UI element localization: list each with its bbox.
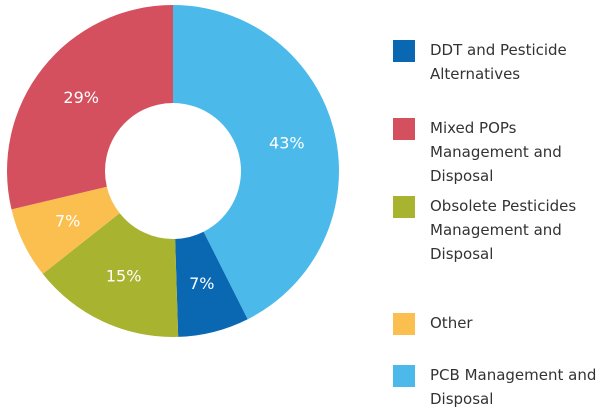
legend-label: Mixed POPs Management and Disposal [430,119,562,185]
data-label: 29% [63,88,99,107]
legend-swatch [393,313,415,335]
legend-swatch [393,118,415,140]
slice [11,186,120,274]
legend-label: Other [430,314,473,332]
data-label: 7% [189,274,214,293]
slice [175,231,248,337]
legend-label: PCB Management and Disposal [430,366,597,408]
data-label: 15% [106,267,142,286]
slice [173,5,339,320]
slice [6,5,173,210]
slice [42,213,179,337]
legend-swatch [393,365,415,387]
legend-swatch [393,196,415,218]
data-label: 7% [55,211,80,230]
data-label: 43% [269,133,305,152]
legend-label: DDT and Pesticide Alternatives [430,41,567,83]
legend-swatch [393,40,415,62]
chart: 43% 7% 15% 7% 29% [6,5,339,337]
legend: DDT and Pesticide Alternatives Mixed POPs… [393,0,611,408]
legend-label: Obsolete Pesticides Management and Dispo… [430,197,577,263]
